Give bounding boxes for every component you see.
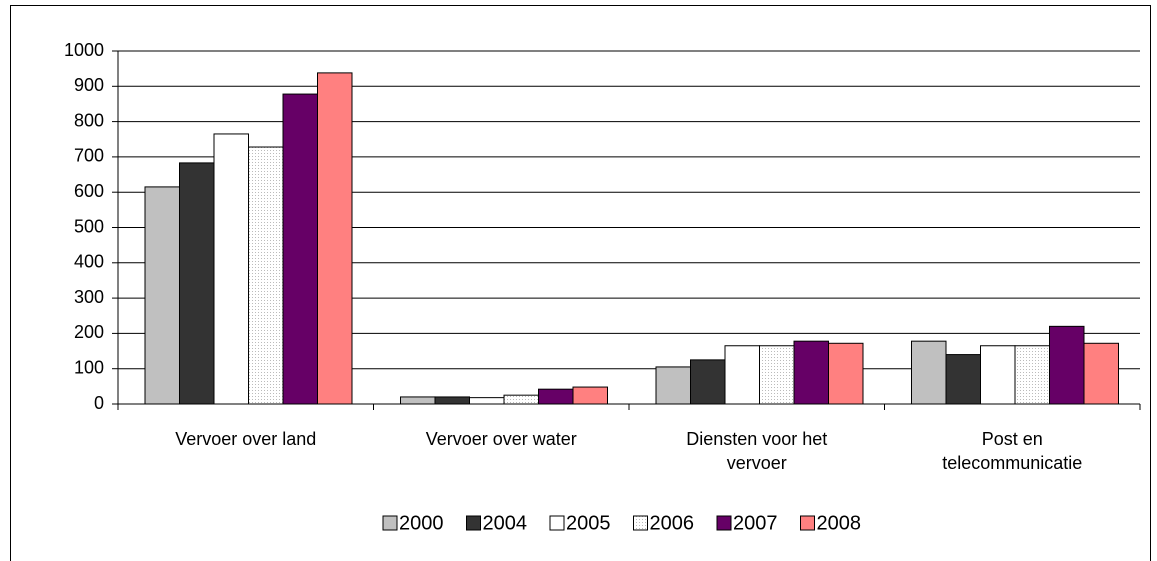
legend-swatch bbox=[716, 515, 732, 531]
y-tick-label: 900 bbox=[74, 75, 104, 95]
bar bbox=[724, 345, 760, 405]
legend-swatch bbox=[466, 515, 481, 531]
y-tick-label: 200 bbox=[74, 322, 104, 342]
bar bbox=[469, 397, 505, 405]
bar bbox=[945, 354, 981, 405]
bar bbox=[503, 394, 539, 405]
y-tick-label: 500 bbox=[74, 216, 104, 236]
bar bbox=[1083, 342, 1119, 405]
bar bbox=[572, 386, 608, 405]
y-tick-label: 400 bbox=[74, 252, 104, 272]
x-tick-label: Vervoer over water bbox=[425, 429, 577, 449]
legend-swatch bbox=[800, 515, 815, 531]
legend-label: 2007 bbox=[733, 512, 778, 534]
bar bbox=[655, 366, 691, 405]
legend-label: 2005 bbox=[566, 512, 611, 534]
legend-label: 2004 bbox=[483, 512, 528, 534]
bar bbox=[434, 396, 470, 405]
y-tick-label: 700 bbox=[74, 146, 104, 166]
x-tick-label: Post en telecommunicatie bbox=[942, 429, 1083, 473]
y-tick-label: 800 bbox=[74, 110, 104, 130]
bar bbox=[1014, 345, 1050, 405]
bar bbox=[282, 93, 318, 405]
legend-swatch bbox=[549, 515, 565, 531]
bar bbox=[1049, 325, 1085, 405]
legend-label: 2006 bbox=[650, 512, 695, 534]
bar bbox=[793, 340, 829, 405]
y-tick-label: 100 bbox=[74, 357, 104, 377]
legend-label: 2008 bbox=[817, 512, 862, 534]
bar bbox=[911, 340, 947, 405]
x-tick-label: Diensten voor het vervoer bbox=[686, 429, 828, 473]
bar bbox=[538, 388, 574, 405]
bar bbox=[980, 345, 1016, 405]
y-tick-label: 600 bbox=[74, 181, 104, 201]
y-tick-label: 1000 bbox=[64, 40, 104, 60]
bar bbox=[248, 146, 284, 405]
legend-swatch bbox=[633, 515, 648, 531]
y-tick-label: 0 bbox=[94, 393, 104, 413]
bar bbox=[179, 162, 215, 405]
legend-label: 2000 bbox=[399, 512, 444, 534]
bar bbox=[690, 359, 726, 405]
legend-swatch bbox=[382, 515, 398, 531]
x-tick-label: Vervoer over land bbox=[175, 429, 317, 449]
bar bbox=[400, 396, 436, 405]
bar bbox=[759, 345, 795, 405]
bar bbox=[828, 342, 864, 405]
bar bbox=[213, 133, 249, 405]
bar bbox=[144, 186, 180, 405]
y-tick-label: 300 bbox=[74, 287, 104, 307]
bar bbox=[317, 72, 353, 405]
frame bbox=[10, 5, 1151, 561]
